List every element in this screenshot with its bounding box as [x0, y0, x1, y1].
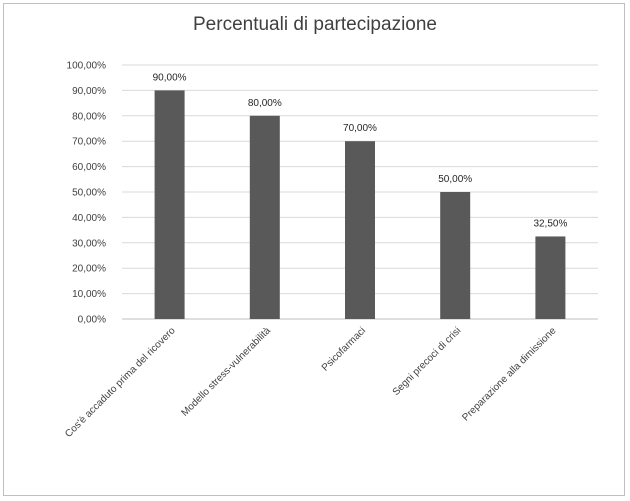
y-tick-label: 60,00%: [72, 162, 106, 173]
y-tick-label: 90,00%: [72, 86, 106, 97]
y-tick-label: 10,00%: [72, 289, 106, 300]
data-label: 50,00%: [438, 174, 472, 185]
bar: [249, 115, 280, 319]
category-label: Modello stress-vulnerabilità: [179, 325, 273, 419]
bar: [345, 141, 375, 319]
y-tick-label: 30,00%: [72, 238, 106, 249]
category-label: Cos'è accaduto prima del ricovero: [63, 325, 178, 440]
category-label: Psicofarmaci: [320, 325, 368, 373]
bar: [535, 236, 566, 319]
bar: [440, 192, 471, 319]
chart-frame: [3, 3, 625, 496]
data-labels: 90,00% 80,00% 70,00% 50,00% 32,50%: [153, 72, 568, 229]
category-label: Preparazione alla dimissione: [460, 325, 558, 423]
chart-title: Percentuali di partecipazione: [193, 14, 437, 35]
y-axis-ticks: 0,00% 10,00% 20,00% 30,00% 40,00% 50,00% 60,00…: [67, 61, 107, 326]
data-label: 32,50%: [533, 218, 567, 229]
data-label: 90,00%: [153, 72, 187, 83]
data-label: 80,00%: [248, 98, 282, 109]
bar: [154, 90, 185, 320]
y-tick-label: 0,00%: [78, 315, 106, 326]
y-tick-label: 40,00%: [72, 213, 106, 224]
category-label: Segni precoci di crisi: [391, 325, 464, 398]
y-tick-label: 70,00%: [72, 137, 106, 148]
y-tick-label: 50,00%: [72, 188, 106, 199]
bars: [154, 90, 566, 320]
y-tick-label: 80,00%: [72, 111, 106, 122]
x-axis-categories: Cos'è accaduto prima del ricovero Modello…: [63, 325, 559, 440]
y-tick-label: 100,00%: [67, 61, 107, 72]
data-label: 70,00%: [343, 123, 377, 134]
y-tick-label: 20,00%: [72, 264, 106, 275]
